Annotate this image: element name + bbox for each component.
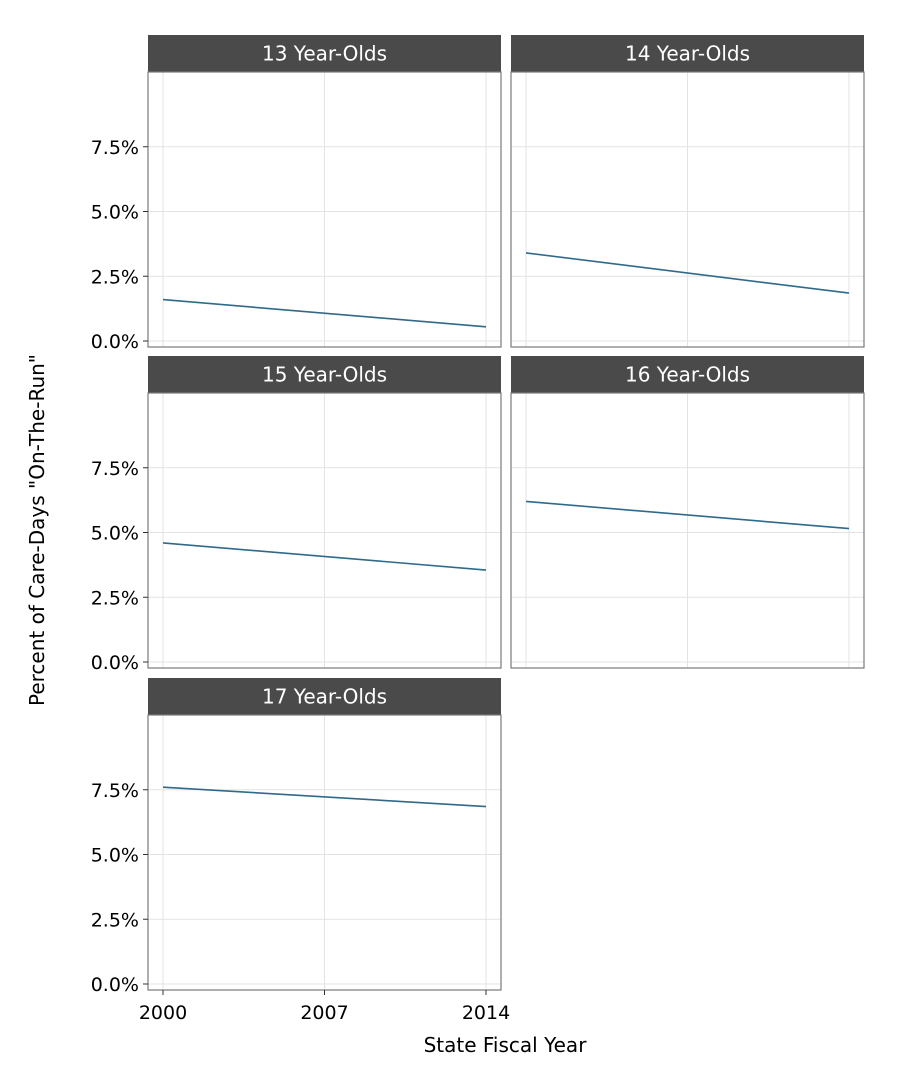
x-tick-label: 2007 <box>300 1002 348 1024</box>
series-line <box>162 542 487 571</box>
facet-panel: 14 Year-Olds <box>510 35 865 348</box>
y-tick-label: 0.0% <box>91 974 139 996</box>
facet-panel: 17 Year-Olds 0.0% 2.5% 5.0% 7.5% 2000 2007 2014 <box>91 678 510 1024</box>
y-tick-label: 5.0% <box>91 845 139 867</box>
series-line <box>162 786 487 808</box>
facet-strip <box>148 356 501 393</box>
panel-border <box>510 71 865 348</box>
y-axis-title: Percent of Care-Days "On-The-Run" <box>25 354 49 706</box>
y-tick-label: 2.5% <box>91 909 139 931</box>
panel-border <box>147 392 502 669</box>
facet-strip <box>511 35 864 72</box>
facet-label: 15 Year-Olds <box>262 363 387 387</box>
y-tick-label: 7.5% <box>91 780 139 802</box>
y-tick-label: 5.0% <box>91 523 139 545</box>
facet-label: 16 Year-Olds <box>625 363 750 387</box>
y-tick-label: 2.5% <box>91 266 139 288</box>
facet-strip <box>148 35 501 72</box>
y-tick-label: 0.0% <box>91 331 139 353</box>
facet-panel: 15 Year-Olds 0.0% 2.5% 5.0% 7.5% <box>91 356 502 674</box>
x-tick-label: 2014 <box>462 1002 510 1024</box>
series-line <box>525 252 850 294</box>
series-line <box>162 298 487 328</box>
facet-label: 17 Year-Olds <box>262 685 387 709</box>
y-tick-label: 7.5% <box>91 137 139 159</box>
facet-panel: 16 Year-Olds <box>510 356 865 669</box>
panel-border <box>147 71 502 348</box>
y-tick-label: 0.0% <box>91 652 139 674</box>
facet-label: 13 Year-Olds <box>262 42 387 66</box>
x-tick-label: 2000 <box>139 1002 187 1024</box>
facet-strip <box>511 356 864 393</box>
series-line <box>525 500 850 530</box>
panel-border <box>510 392 865 669</box>
y-tick-label: 7.5% <box>91 458 139 480</box>
facet-panel: 13 Year-Olds 0.0% 2.5% 5.0% 7.5% <box>91 35 502 353</box>
facet-panels: 13 Year-Olds 0.0% 2.5% 5.0% 7.5% 14 Year-Olds… <box>91 35 865 1024</box>
y-tick-label: 5.0% <box>91 202 139 224</box>
y-tick-label: 2.5% <box>91 587 139 609</box>
facet-strip <box>148 678 501 715</box>
facet-label: 14 Year-Olds <box>625 42 750 66</box>
x-axis-title: State Fiscal Year <box>424 1033 588 1057</box>
